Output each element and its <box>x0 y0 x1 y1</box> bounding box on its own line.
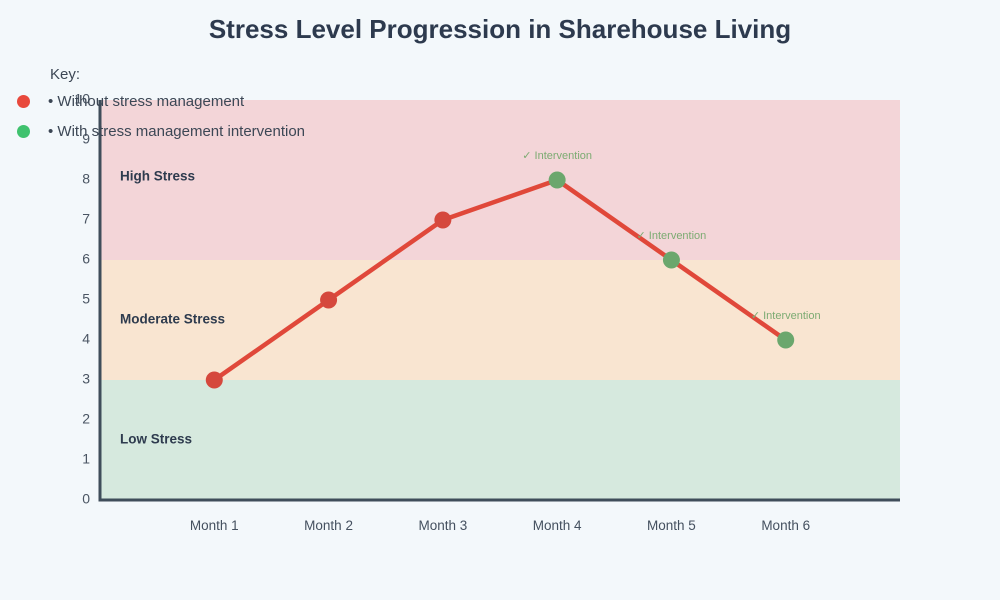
stress-band-moderate-stress <box>100 260 900 380</box>
chart-title: Stress Level Progression in Sharehouse L… <box>208 14 792 44</box>
y-tick-label: 2 <box>82 411 90 427</box>
x-tick-label: Month 3 <box>418 518 467 533</box>
x-tick-label: Month 4 <box>533 518 582 533</box>
y-tick-label: 1 <box>82 451 90 467</box>
data-point-month-1-without <box>205 371 223 389</box>
y-tick-label: 4 <box>82 331 90 347</box>
key-dot-with-stress-management-intervention <box>17 124 30 138</box>
intervention-annotation: ✓ Intervention <box>522 150 592 162</box>
band-label: Moderate Stress <box>120 312 225 327</box>
y-tick-label: 3 <box>82 371 90 387</box>
key-dot-without-stress-management <box>17 94 30 108</box>
x-tick-label: Month 5 <box>647 518 696 533</box>
band-label: High Stress <box>120 169 195 184</box>
key-items: • Without stress management • With stress… <box>0 86 305 146</box>
key-label: • Without stress management <box>48 92 245 110</box>
y-tick-label: 0 <box>82 491 90 507</box>
stress-band-low-stress <box>100 380 900 500</box>
intervention-annotation: ✓ Intervention <box>637 230 707 242</box>
key-heading: Key: <box>50 66 81 83</box>
data-point-month-6-with <box>777 331 795 349</box>
key-item-without-stress-management: • Without stress management <box>0 86 305 116</box>
data-point-month-2-without <box>320 291 338 309</box>
y-tick-label: 10 <box>74 91 90 107</box>
stress-line <box>212 177 788 383</box>
chart-key: Key: • Without stress management • With s… <box>0 64 305 146</box>
y-tick-label: 5 <box>82 291 90 307</box>
y-tick-label: 8 <box>82 171 90 187</box>
x-tick-label: Month 1 <box>190 518 239 533</box>
y-tick-label: 9 <box>82 131 90 147</box>
y-tick-label: 7 <box>82 211 90 227</box>
key-item-with-stress-management-intervention: • With stress management intervention <box>0 116 305 146</box>
intervention-annotation: ✓ Intervention <box>751 310 821 322</box>
key-label: • With stress management intervention <box>48 122 306 140</box>
x-tick-label: Month 2 <box>304 518 353 533</box>
data-point-month-4-with <box>548 171 566 189</box>
stress-band-high-stress <box>100 100 900 260</box>
data-point-month-3-without <box>434 211 452 229</box>
y-tick-label: 6 <box>82 251 90 267</box>
data-point-month-5-with <box>662 251 680 269</box>
x-tick-label: Month 6 <box>761 518 810 533</box>
band-label: Low Stress <box>120 432 192 447</box>
